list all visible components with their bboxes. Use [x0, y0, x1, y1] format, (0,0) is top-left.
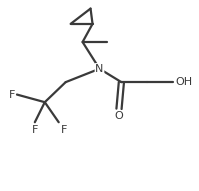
- Text: F: F: [9, 90, 15, 100]
- Text: F: F: [32, 125, 38, 135]
- Text: N: N: [95, 64, 104, 74]
- Text: F: F: [61, 125, 67, 135]
- Text: OH: OH: [175, 77, 192, 87]
- Text: O: O: [115, 111, 123, 121]
